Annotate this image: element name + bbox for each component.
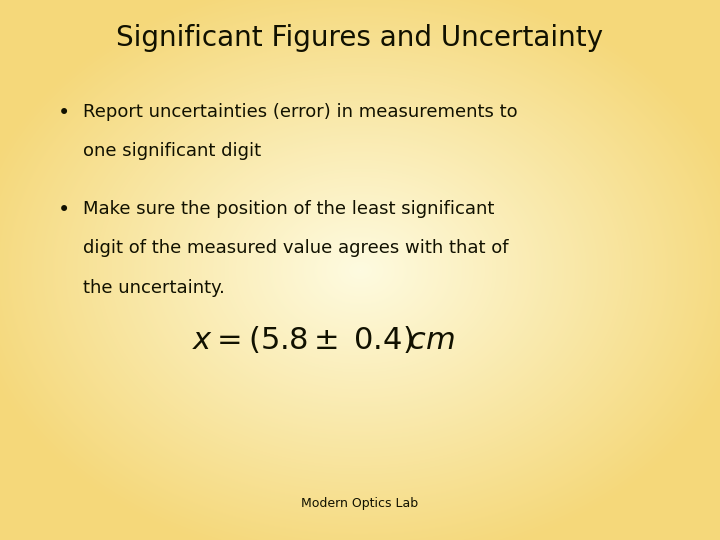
Text: Significant Figures and Uncertainty: Significant Figures and Uncertainty: [117, 24, 603, 52]
Text: •: •: [58, 200, 70, 220]
Text: Modern Optics Lab: Modern Optics Lab: [302, 497, 418, 510]
Text: one significant digit: one significant digit: [83, 142, 261, 160]
Text: the uncertainty.: the uncertainty.: [83, 279, 225, 296]
Text: digit of the measured value agrees with that of: digit of the measured value agrees with …: [83, 239, 508, 257]
Text: •: •: [58, 103, 70, 123]
Text: Report uncertainties (error) in measurements to: Report uncertainties (error) in measurem…: [83, 103, 518, 120]
Text: Make sure the position of the least significant: Make sure the position of the least sign…: [83, 200, 494, 218]
Text: $x = \left(5.8 \pm\; 0.4\right)\!cm$: $x = \left(5.8 \pm\; 0.4\right)\!cm$: [192, 324, 456, 355]
